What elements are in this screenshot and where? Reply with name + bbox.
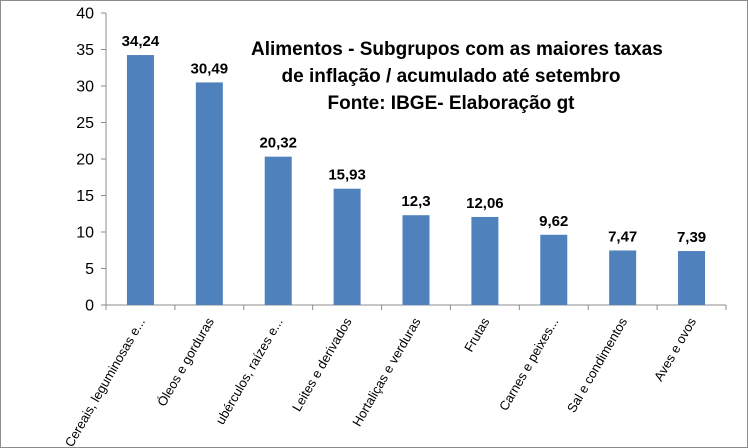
bar bbox=[402, 215, 430, 305]
bar bbox=[609, 250, 637, 305]
y-tick-label: 10 bbox=[76, 225, 94, 242]
bar bbox=[195, 82, 223, 305]
y-tick-label: 30 bbox=[76, 79, 94, 96]
data-label: 12,3 bbox=[401, 193, 430, 210]
chart-title-line-1: Alimentos - Subgrupos com as maiores tax… bbox=[251, 39, 663, 60]
data-label: 15,93 bbox=[328, 167, 366, 184]
chart-labels: 34,24 Cereais, leguminosas e... 30,49 Óleos… bbox=[62, 33, 706, 448]
bar bbox=[540, 234, 568, 305]
x-tick-label: ubérculos, raízes e... bbox=[212, 315, 285, 427]
data-label: 20,32 bbox=[259, 135, 297, 152]
data-label: 34,24 bbox=[122, 33, 160, 50]
data-label: 7,39 bbox=[677, 229, 706, 246]
chart-title-line-2: de inflação / acumulado até setembro bbox=[281, 66, 621, 87]
y-tick-label: 40 bbox=[76, 6, 94, 23]
y-tick-label: 5 bbox=[85, 261, 94, 278]
x-tick-label: Óleos e gorduras bbox=[154, 315, 217, 409]
y-tick-label: 20 bbox=[76, 152, 94, 169]
x-tick-label: Leites e derivados bbox=[289, 315, 355, 414]
data-label: 9,62 bbox=[539, 213, 568, 230]
x-tick-label: Frutas bbox=[461, 315, 493, 355]
data-label: 30,49 bbox=[191, 60, 229, 77]
y-tick-label: 0 bbox=[85, 298, 94, 315]
chart-title-line-3: Fonte: IBGE- Elaboração gt bbox=[327, 93, 575, 114]
bar bbox=[471, 216, 499, 305]
bar bbox=[126, 55, 154, 305]
x-tick-label: Aves e ovos bbox=[651, 315, 700, 384]
bar bbox=[333, 188, 361, 305]
x-tick-label: Carnes e peixes... bbox=[496, 315, 561, 413]
bar bbox=[264, 156, 292, 305]
y-tick-label: 25 bbox=[76, 115, 94, 132]
y-tick-label: 35 bbox=[76, 42, 94, 59]
x-tick-label: Hortaliças e verduras bbox=[349, 315, 424, 429]
x-tick-label: Cereais, leguminosas e... bbox=[62, 315, 148, 448]
x-tick-label: Sal e condimentos bbox=[564, 315, 631, 416]
chart-bars bbox=[126, 55, 706, 305]
data-label: 12,06 bbox=[466, 195, 504, 212]
data-label: 7,47 bbox=[608, 228, 637, 245]
bar bbox=[678, 251, 706, 305]
y-tick-label: 15 bbox=[76, 188, 94, 205]
